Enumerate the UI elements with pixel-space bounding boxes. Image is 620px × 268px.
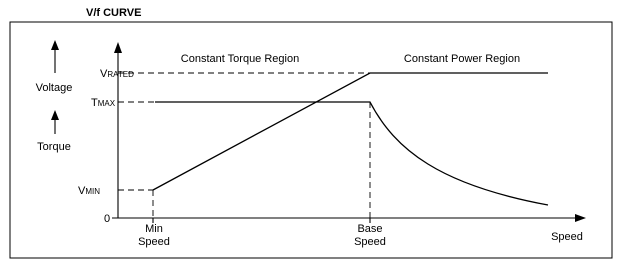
x-axis-label: Speed [551,231,583,243]
x-axis-arrowhead [575,214,586,222]
frame [9,21,613,259]
label-main: T [91,97,98,109]
region-label: Constant Power Region [404,53,520,65]
region-label: Constant Torque Region [181,53,299,65]
label-main: V [78,185,86,197]
x-label: Min [145,223,163,235]
torque-arrowhead [51,110,59,120]
x-label: Speed [354,236,386,248]
zero-label: 0 [104,213,110,225]
torque-label: Torque [37,141,71,153]
voltage-arrowhead [51,40,59,50]
torque-curve [155,101,549,206]
x-label: Speed [138,236,170,248]
t-max-label: TMAX [91,97,116,109]
voltage-curve [152,72,548,191]
diagram-title: V/f CURVE [86,7,141,19]
voltage-label: Voltage [36,82,73,94]
v-min-label: VMIN [78,185,100,197]
label-sub: MAX [98,99,116,108]
v-rated-label: VRATED [100,68,134,80]
label-sub: RATED [107,70,134,79]
x-label: Base [357,223,382,235]
label-main: V [100,68,108,80]
label-sub: MIN [85,187,100,196]
y-axis-arrowhead [114,42,122,53]
